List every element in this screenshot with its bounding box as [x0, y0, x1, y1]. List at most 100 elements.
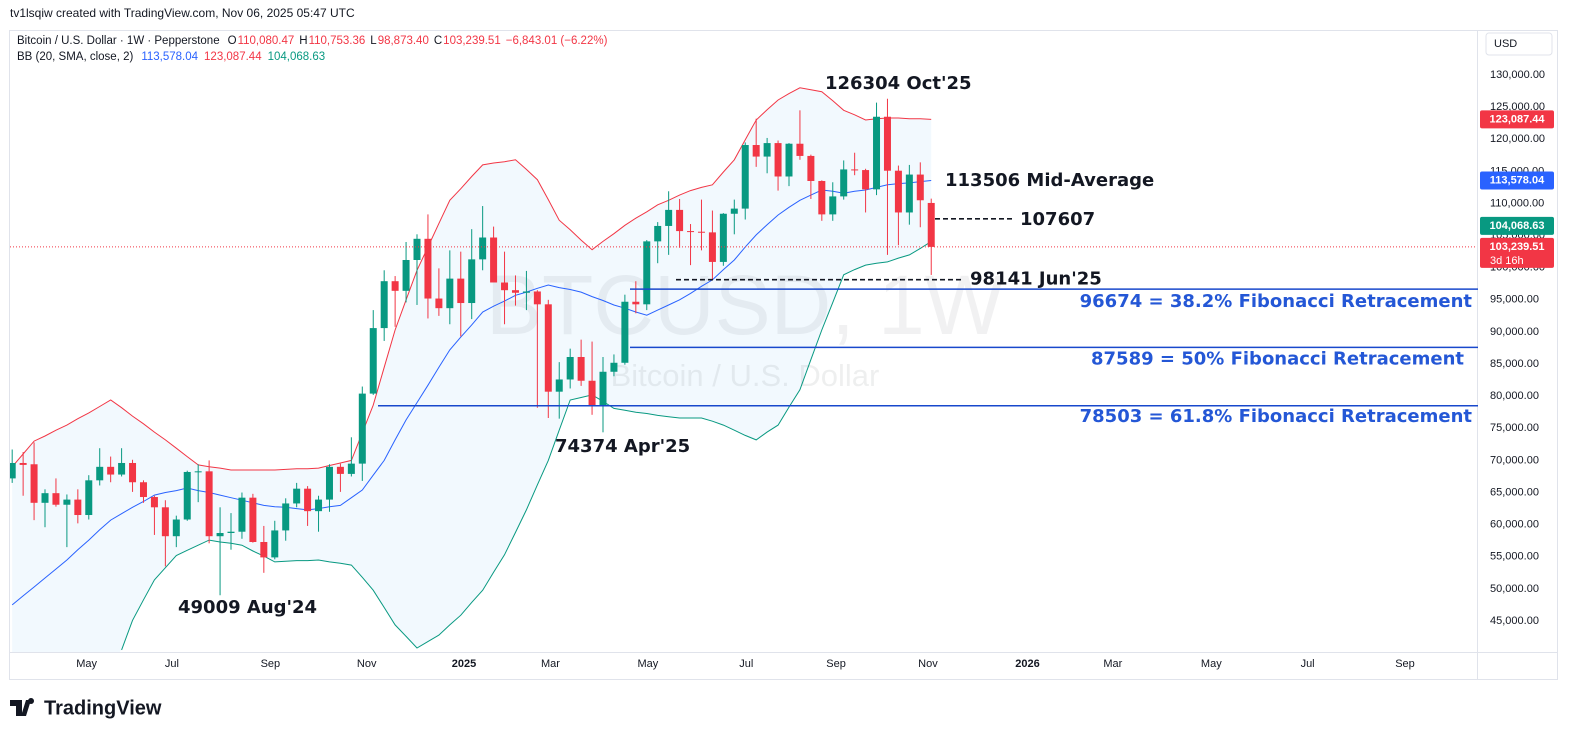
watermark: BTCUSD, 1W Bitcoin / U.S. Dollar — [486, 258, 1004, 393]
candle-body — [873, 116, 881, 190]
watermark-symbol: BTCUSD, 1W — [486, 258, 1004, 352]
price-tag-label: 113,578.04 — [1490, 174, 1545, 186]
candle-body — [52, 493, 60, 505]
candle-body — [840, 169, 848, 197]
candle-body — [927, 202, 935, 247]
candle-body — [533, 291, 541, 305]
candle-body — [347, 463, 355, 474]
annotation: 107607 — [1020, 209, 1095, 230]
ohlc-value: 110,080.47 — [238, 35, 295, 47]
ohlc-key: L — [370, 35, 377, 47]
candle-body — [369, 328, 377, 394]
candle-body — [205, 471, 213, 537]
x-tick-label: Jul — [739, 658, 753, 670]
x-tick-label: Sep — [261, 658, 281, 670]
annotation: 98141 Jun'25 — [970, 269, 1102, 290]
candle-body — [785, 143, 793, 177]
x-tick-label: May — [1201, 658, 1222, 670]
candle-body — [829, 196, 837, 215]
x-tick-label: Jul — [1301, 658, 1315, 670]
y-tick-label: 95,000.00 — [1490, 294, 1539, 306]
candle-body — [41, 493, 49, 503]
candle-body — [10, 462, 16, 479]
candle-body — [501, 282, 509, 291]
candle-body — [697, 231, 705, 233]
candle-body — [435, 298, 443, 309]
credit: tv1lsqiw created with TradingView.com, N… — [10, 6, 355, 20]
candle-body — [446, 278, 454, 309]
candle-body — [227, 531, 235, 533]
candle-body — [588, 380, 596, 407]
x-tick-label: 2025 — [452, 658, 476, 670]
candle-body — [665, 209, 673, 226]
candle-body — [577, 356, 585, 381]
watermark-description: Bitcoin / U.S. Dollar — [611, 358, 880, 393]
candle-body — [249, 497, 257, 542]
candle-body — [818, 180, 826, 215]
candle-body — [511, 290, 519, 293]
ohlc-value: 103,239.51 — [443, 35, 501, 47]
currency[interactable]: USD — [1494, 38, 1517, 50]
candle-body — [139, 482, 147, 498]
candle-body — [632, 301, 640, 305]
candle-body — [566, 356, 574, 380]
y-tick-label: 60,000.00 — [1490, 519, 1539, 531]
annotation: 126304 Oct'25 — [825, 73, 972, 94]
candle-body — [293, 488, 301, 504]
candle-body — [30, 464, 38, 503]
candle-body — [118, 462, 126, 475]
candle-body — [63, 499, 71, 505]
y-tick-label: 110,000.00 — [1490, 197, 1544, 209]
candle-body — [807, 155, 815, 181]
x-tick-label: 2026 — [1015, 658, 1039, 670]
indicator-value: 113,578.04 — [141, 51, 198, 63]
y-tick-label: 120,000.00 — [1490, 133, 1545, 145]
x-tick-label: Nov — [918, 658, 938, 670]
candle-body — [916, 174, 924, 201]
y-tick-label: 70,000.00 — [1490, 454, 1539, 466]
candle-body — [621, 301, 629, 363]
y-tick-label: 80,000.00 — [1490, 390, 1539, 402]
candle-body — [96, 466, 104, 481]
logo-text: TradingView — [44, 697, 162, 719]
y-tick-label: 125,000.00 — [1490, 101, 1545, 113]
candle-body — [730, 208, 738, 214]
candle-body — [522, 291, 530, 293]
candle-body — [555, 379, 563, 392]
candle-body — [315, 499, 323, 512]
candle-body — [796, 143, 804, 156]
candle-body — [654, 225, 662, 242]
candle-body — [238, 497, 246, 532]
ohlc-key: O — [228, 35, 237, 47]
candle-body — [719, 213, 727, 262]
candle-body — [490, 237, 498, 283]
ohlc-value: 110,753.36 — [309, 35, 366, 47]
candle-body — [74, 499, 82, 516]
x-tick-label: Mar — [541, 658, 560, 670]
legend: Bitcoin / U.S. Dollar · 1W · Pepperstone… — [17, 35, 608, 63]
price-change: −6,843.01 (−6.22%) — [506, 35, 608, 47]
price-tag-label: 104,068.63 — [1489, 220, 1544, 232]
y-tick-label: 45,000.00 — [1490, 615, 1539, 627]
candle-body — [325, 466, 333, 500]
plot-area — [10, 87, 1477, 652]
chart-frame — [9, 30, 1558, 680]
candle-body — [741, 145, 749, 209]
price-tag — [1480, 216, 1554, 235]
x-tick-label: May — [637, 658, 658, 670]
indicator-value: 123,087.44 — [204, 51, 262, 63]
candle-body — [271, 530, 279, 558]
currency-button[interactable] — [1485, 32, 1553, 56]
x-tick-label: Mar — [1103, 658, 1122, 670]
candle-body — [282, 503, 290, 531]
annotation: 113506 Mid-Average — [945, 170, 1154, 191]
price-tag-label: 103,239.51 — [1489, 241, 1544, 253]
candle-body — [107, 466, 115, 475]
candle-body — [172, 519, 180, 537]
x-tick-label: May — [76, 658, 97, 670]
candle-body — [676, 209, 684, 232]
candle-body — [402, 259, 410, 291]
candle-body — [216, 532, 224, 537]
axes: 45,000.00 50,000.00 55,000.00 60,000.00 65,0… — [76, 69, 1554, 670]
